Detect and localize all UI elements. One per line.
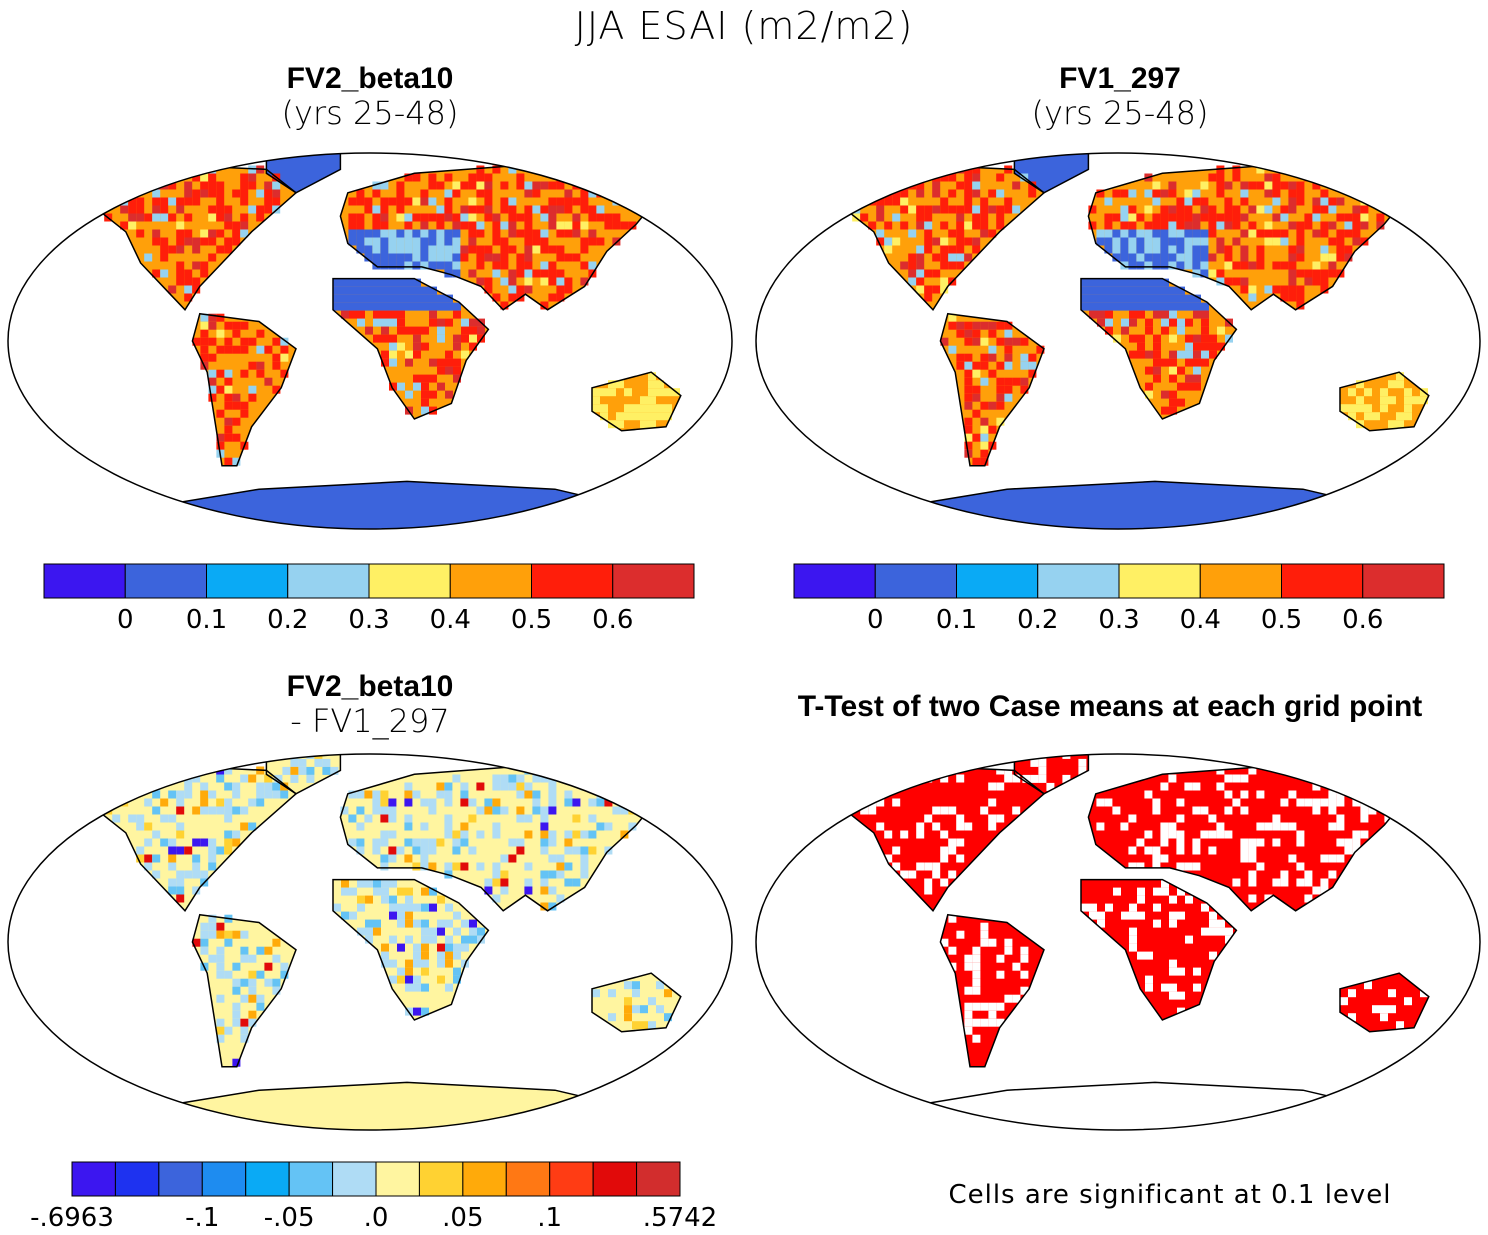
- main-title: JJA ESAI (m2/m2): [574, 4, 914, 48]
- colorbar-tick-label: 0.1: [186, 605, 227, 635]
- colorbar-swatch-2: [956, 563, 1039, 599]
- continent-greenland: [266, 153, 341, 193]
- colorbar-tick-label: .1: [537, 1203, 562, 1233]
- colorbar-swatch-2: [206, 563, 289, 599]
- colorbar-tick-label: 0: [117, 605, 134, 635]
- panel-2-subtitle: (yrs 25-48): [1031, 94, 1209, 132]
- colorbar-swatch-0: [793, 563, 876, 599]
- colorbar-tick-label: 0: [867, 605, 884, 635]
- colorbar-swatch-7: [1362, 563, 1445, 599]
- colorbar-tick-label: 0.1: [936, 605, 977, 635]
- colorbar-tick-label: 0.2: [267, 605, 308, 635]
- colorbar-swatch-4: [245, 1161, 290, 1197]
- colorbar-swatch-3: [287, 563, 370, 599]
- colorbar-tick-label: 0.5: [1261, 605, 1302, 635]
- panel-title-fv1: FV1_297 (yrs 25-48): [870, 62, 1370, 132]
- continent-africa: [1081, 879, 1237, 1020]
- map-difference: [7, 753, 733, 1131]
- panel-title-diff: FV2_beta10 - FV1_297: [120, 670, 620, 740]
- panel-3-title: FV2_beta10: [286, 670, 454, 703]
- colorbar-tick-label: .05: [442, 1203, 483, 1233]
- map-border: [755, 753, 1481, 1131]
- colorbar-swatch-5: [449, 563, 532, 599]
- colorbar-swatch-5: [1199, 563, 1282, 599]
- colorbar-swatch-2: [158, 1161, 203, 1197]
- continent-australia: [1340, 973, 1429, 1032]
- colorbar-swatch-6: [332, 1161, 377, 1197]
- colorbar-swatch-6: [1281, 563, 1364, 599]
- colorbar-tick-label: 0.6: [592, 605, 633, 635]
- colorbar-swatch-13: [636, 1161, 681, 1197]
- continent-north-america: [844, 766, 1044, 911]
- colorbar-tick-label: 0.4: [430, 605, 471, 635]
- colorbar-swatch-11: [549, 1161, 594, 1197]
- colorbar-swatch-7: [612, 563, 695, 599]
- colorbar-tick-label: -.6963: [30, 1203, 114, 1233]
- colorbar-swatch-4: [1118, 563, 1201, 599]
- panel-1-subtitle: (yrs 25-48): [281, 94, 459, 132]
- colorbar-swatch-3: [201, 1161, 247, 1197]
- colorbar-swatch-4: [368, 563, 451, 599]
- colorbar-tick-label: 0.6: [1342, 605, 1383, 635]
- colorbar-tick-label: 0.3: [348, 605, 389, 635]
- colorbar-tick-label: .5742: [643, 1203, 717, 1233]
- colorbar-swatch-10: [505, 1161, 551, 1197]
- map-border: [7, 152, 733, 530]
- colorbar-tick-label: 0.5: [511, 605, 552, 635]
- colorbar-swatch-9: [462, 1161, 507, 1197]
- map-ttest: [755, 753, 1481, 1131]
- colorbar-swatch-1: [114, 1161, 160, 1197]
- colorbar-swatch-6: [531, 563, 614, 599]
- map-fv2-beta10: [7, 152, 733, 530]
- colorbar-tick-label: 0.2: [1017, 605, 1058, 635]
- colorbar-mean-1: 0 0.1 0.2 0.3 0.4 0.5 0.6: [43, 563, 695, 635]
- colorbar-diff: -.6963 -.1 -.05 .0 .05 .1 .5742: [30, 1161, 717, 1233]
- map-border: [755, 152, 1481, 530]
- panel-1-title: FV2_beta10: [286, 62, 454, 95]
- panel-3-subtitle: - FV1_297: [290, 702, 450, 740]
- colorbar-swatch-8: [418, 1161, 464, 1197]
- colorbar-tick-label: 0.4: [1180, 605, 1221, 635]
- colorbar-swatch-1: [874, 563, 957, 599]
- colorbar-tick-label: 0.3: [1098, 605, 1139, 635]
- panel-2-title: FV1_297: [1059, 62, 1181, 95]
- map-fv1-297: [755, 152, 1481, 530]
- panel-title-fv2: FV2_beta10 (yrs 25-48): [120, 62, 620, 132]
- panel-title-ttest: T-Test of two Case means at each grid po…: [740, 690, 1480, 724]
- colorbar-swatch-5: [288, 1161, 334, 1197]
- panel-4-title: T-Test of two Case means at each grid po…: [797, 690, 1423, 723]
- colorbar-swatch-1: [124, 563, 207, 599]
- colorbar-swatch-3: [1037, 563, 1120, 599]
- colorbar-tick-label: .0: [364, 1203, 389, 1233]
- colorbar-swatch-12: [592, 1161, 638, 1197]
- colorbar-mean-2: 0 0.1 0.2 0.3 0.4 0.5 0.6: [793, 563, 1445, 635]
- colorbar-swatch-7: [375, 1161, 420, 1197]
- colorbar-swatch-0: [71, 1161, 116, 1197]
- continent-africa: [333, 278, 489, 419]
- colorbar-tick-label: -.05: [264, 1203, 315, 1233]
- continent-australia: [592, 372, 681, 431]
- map-border: [7, 753, 733, 1131]
- colorbar-tick-label: -.1: [185, 1203, 219, 1233]
- colorbar-swatch-0: [43, 563, 126, 599]
- ttest-note: Cells are significant at 0.1 level: [948, 1180, 1392, 1210]
